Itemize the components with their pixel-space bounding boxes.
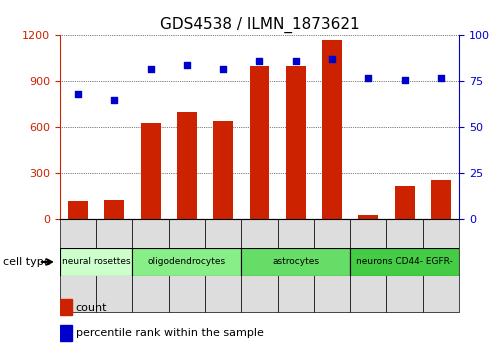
- Bar: [250, 66, 269, 219]
- FancyBboxPatch shape: [132, 249, 242, 275]
- Text: percentile rank within the sample: percentile rank within the sample: [76, 328, 264, 338]
- Point: [292, 58, 300, 64]
- FancyBboxPatch shape: [314, 219, 350, 312]
- Point: [219, 66, 227, 72]
- Text: count: count: [76, 303, 107, 313]
- FancyBboxPatch shape: [132, 219, 169, 312]
- Bar: [431, 181, 451, 219]
- Text: neurons CD44- EGFR-: neurons CD44- EGFR-: [356, 257, 453, 267]
- Bar: [60, 299, 72, 315]
- Text: astrocytes: astrocytes: [272, 257, 319, 267]
- Point: [74, 91, 82, 97]
- Bar: [286, 66, 306, 219]
- FancyBboxPatch shape: [350, 219, 387, 312]
- Point: [437, 75, 445, 81]
- Text: neural rosettes: neural rosettes: [62, 257, 130, 267]
- Point: [183, 62, 191, 68]
- Bar: [322, 40, 342, 219]
- Text: cell type: cell type: [3, 257, 50, 267]
- FancyBboxPatch shape: [277, 219, 314, 312]
- Text: oligodendrocytes: oligodendrocytes: [148, 257, 226, 267]
- FancyBboxPatch shape: [169, 219, 205, 312]
- Point: [110, 97, 118, 103]
- Bar: [141, 123, 161, 219]
- FancyBboxPatch shape: [423, 219, 459, 312]
- FancyBboxPatch shape: [350, 249, 459, 275]
- Bar: [358, 215, 378, 219]
- FancyBboxPatch shape: [60, 249, 132, 275]
- FancyBboxPatch shape: [96, 219, 132, 312]
- FancyBboxPatch shape: [242, 219, 277, 312]
- FancyBboxPatch shape: [205, 219, 242, 312]
- FancyBboxPatch shape: [387, 219, 423, 312]
- Bar: [213, 121, 233, 219]
- Point: [147, 66, 155, 72]
- FancyBboxPatch shape: [60, 219, 96, 312]
- Title: GDS4538 / ILMN_1873621: GDS4538 / ILMN_1873621: [160, 16, 359, 33]
- Point: [401, 77, 409, 82]
- Bar: [177, 112, 197, 219]
- Point: [255, 58, 263, 64]
- Bar: [60, 325, 72, 341]
- Point: [364, 75, 372, 81]
- FancyBboxPatch shape: [242, 249, 350, 275]
- Bar: [104, 200, 124, 219]
- Bar: [68, 201, 88, 219]
- Bar: [395, 186, 415, 219]
- Point: [328, 57, 336, 62]
